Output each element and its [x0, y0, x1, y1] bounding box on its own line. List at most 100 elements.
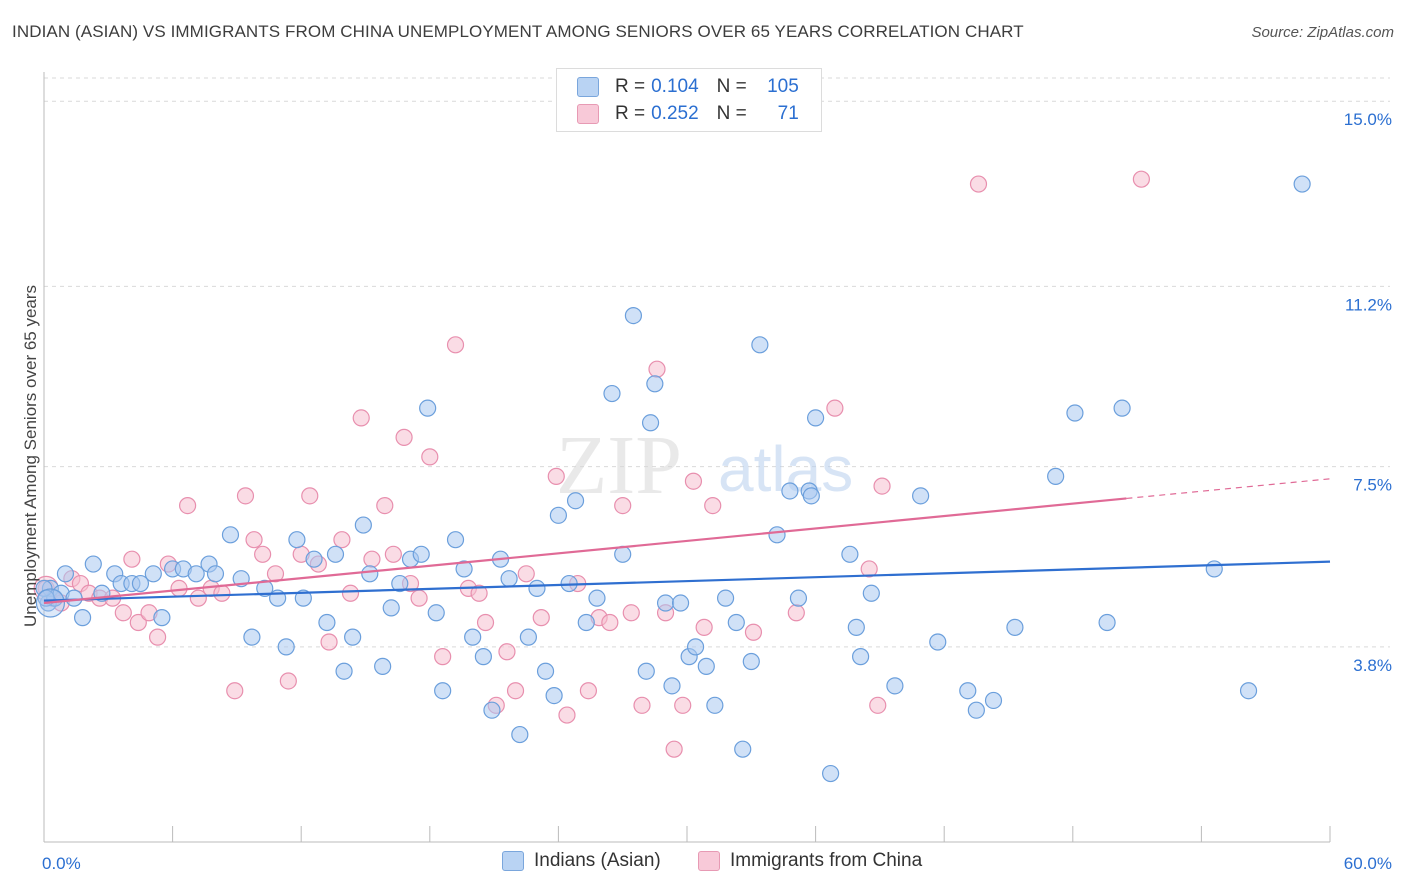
china-point: [410, 589, 428, 607]
china-point: [517, 565, 535, 583]
legend-item-indians[interactable]: Indians (Asian): [502, 850, 661, 872]
indian-point: [862, 584, 880, 602]
indian-point: [847, 618, 865, 636]
indian-point: [464, 628, 482, 646]
china-point: [826, 399, 844, 417]
indian-point: [549, 506, 568, 524]
indian-point: [789, 589, 808, 607]
correlation-legend: R = 0.104 N = 105 R = 0.252 N = 71: [556, 68, 822, 132]
china-point: [179, 496, 197, 515]
x-tick-label-max: 60.0%: [1344, 854, 1392, 873]
china-point: [869, 696, 887, 714]
china-point: [614, 496, 632, 515]
china-point: [421, 448, 439, 466]
indian-point: [500, 570, 518, 588]
indian-point: [434, 682, 452, 700]
indian-point: [768, 526, 786, 544]
china-point: [434, 648, 452, 666]
indian-point: [1239, 682, 1258, 700]
legend-row-indians: R = 0.104 N = 105: [577, 75, 799, 99]
gridlines: [44, 77, 1390, 648]
trend-line-china: [43, 497, 1127, 605]
indian-point: [967, 701, 985, 719]
china-point: [579, 682, 598, 700]
china-point: [123, 550, 141, 568]
china-point: [674, 696, 692, 714]
china-point: [384, 545, 402, 563]
indian-point: [686, 638, 705, 656]
china-point: [320, 633, 338, 651]
legend-r-value: 0.252: [651, 103, 699, 124]
indian-point: [354, 516, 372, 534]
series-legend: Indians (Asian) Immigrants from China: [0, 850, 1406, 880]
indian-point: [131, 574, 150, 593]
indian-point: [277, 638, 295, 656]
china-point: [341, 584, 360, 602]
indian-point: [519, 628, 537, 646]
indian-point: [536, 662, 555, 680]
y-axis-label: Unemployment Among Seniors over 65 years: [21, 285, 40, 627]
series-indians-asian-points: [35, 175, 1311, 783]
china-point: [969, 175, 988, 193]
china-point: [279, 672, 297, 690]
indian-point: [646, 375, 664, 393]
china-point: [254, 545, 272, 563]
china-point: [129, 613, 147, 632]
indian-point: [637, 662, 655, 680]
indian-point: [886, 677, 904, 695]
indian-point: [391, 574, 409, 593]
y-tick-label: 7.5%: [1353, 476, 1392, 495]
china-point: [665, 740, 683, 758]
china-point: [860, 560, 878, 578]
y-tick-label: 11.2%: [1345, 295, 1392, 314]
indian-point: [841, 545, 859, 563]
china-point: [352, 409, 370, 427]
legend-r-label: R =: [615, 103, 646, 124]
indian-point: [153, 609, 171, 627]
china-point: [873, 477, 891, 495]
indian-point: [716, 589, 735, 607]
legend-label-indians: Indians (Asian): [534, 850, 661, 871]
y-tick-label: 3.8%: [1353, 656, 1392, 675]
indian-point: [1047, 467, 1065, 485]
indian-point: [335, 662, 353, 680]
chart-title: INDIAN (ASIAN) VS IMMIGRANTS FROM CHINA …: [12, 22, 1024, 41]
indian-point: [56, 565, 75, 583]
indian-point: [361, 565, 379, 583]
indian-point: [624, 306, 643, 325]
axes: [43, 72, 1331, 843]
china-point: [704, 496, 722, 515]
china-point: [376, 496, 394, 515]
china-point: [245, 531, 263, 549]
legend-r-label: R =: [615, 76, 646, 97]
legend-item-china[interactable]: Immigrants from China: [698, 850, 922, 872]
indian-point: [305, 550, 323, 568]
china-point: [558, 706, 576, 724]
indian-point: [1098, 613, 1116, 632]
china-point: [476, 613, 495, 632]
china-point: [395, 428, 413, 446]
indian-point: [734, 740, 752, 758]
china-point: [301, 487, 319, 505]
indian-point: [455, 560, 473, 578]
trend-lines: [43, 478, 1331, 605]
indian-point: [727, 613, 745, 632]
indian-point: [984, 691, 1003, 710]
indian-point: [656, 594, 675, 612]
indian-point: [566, 492, 585, 510]
indian-point: [802, 487, 820, 505]
indian-point: [412, 545, 430, 563]
trend-line-indians: [43, 560, 1331, 602]
indian-point: [671, 594, 690, 612]
indian-point: [326, 545, 345, 563]
indian-point: [751, 336, 769, 354]
indian-point: [929, 633, 947, 651]
china-point: [695, 618, 713, 636]
indian-point: [84, 555, 102, 573]
indian-point: [545, 686, 563, 705]
indian-point: [641, 414, 660, 432]
indian-point: [474, 648, 492, 666]
indian-point: [427, 604, 445, 622]
indian-point: [781, 482, 799, 500]
trend-line-china-extension: [1126, 478, 1331, 500]
